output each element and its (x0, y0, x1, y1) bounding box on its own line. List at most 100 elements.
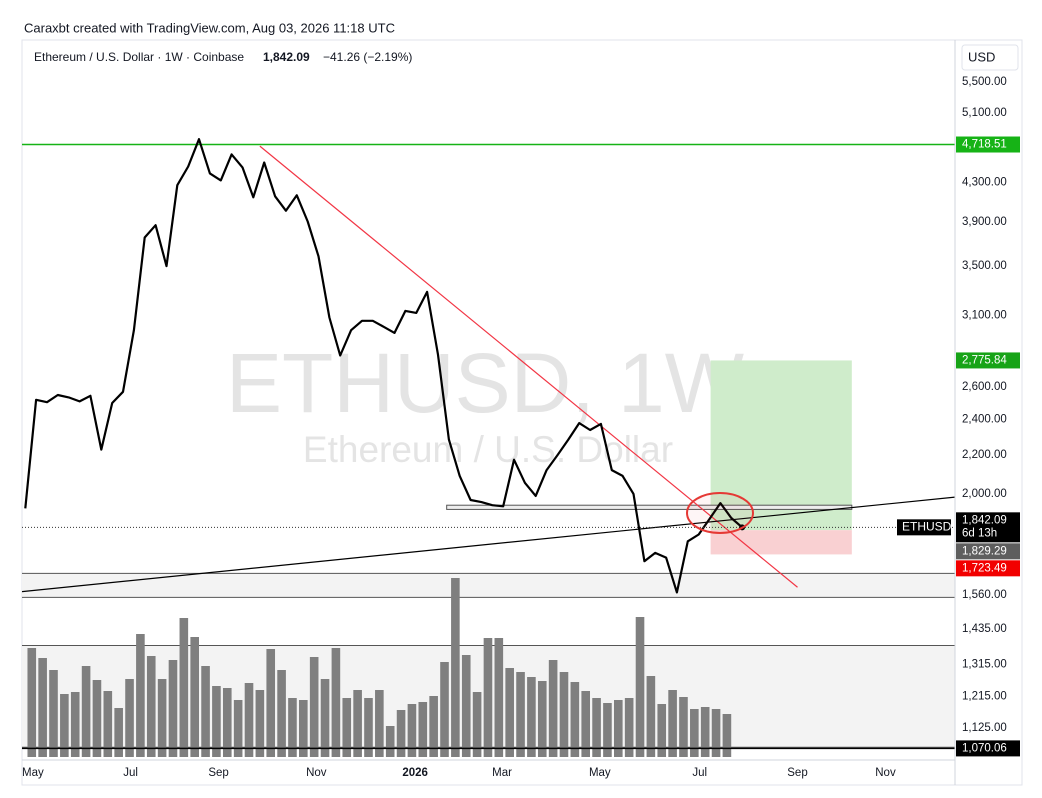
volume-bar (516, 672, 525, 757)
y-tick-label: 1,125.00 (962, 722, 1007, 734)
support-box (446, 504, 853, 510)
volume-bar (603, 703, 612, 757)
volume-bar (711, 709, 721, 757)
price-label-box (956, 740, 1020, 757)
y-tick-label: 3,900.00 (962, 216, 1007, 228)
volume-bar (548, 660, 558, 757)
volume-bar (212, 686, 221, 757)
volume-bar (146, 656, 156, 757)
volume-bar (266, 649, 276, 757)
legend-symbol: Ethereum / U.S. Dollar · 1W · Coinbase (34, 50, 244, 64)
volume-bar (277, 670, 286, 757)
currency-box[interactable] (961, 44, 1019, 71)
y-tick-label: 2,200.00 (962, 449, 1007, 461)
x-tick-label: May (589, 767, 611, 779)
x-tick-label: Jul (692, 767, 707, 779)
volume-bar (646, 676, 656, 757)
volume-bar (168, 660, 178, 757)
volume-bar (364, 698, 373, 757)
volume-bar (190, 637, 199, 757)
volume-bar (418, 702, 428, 757)
volume-bar (320, 679, 330, 757)
volume-bar (299, 700, 308, 757)
volume-bar (527, 677, 536, 757)
frame (21, 39, 1023, 786)
volume-bar (288, 698, 297, 757)
price-label-box (956, 543, 1020, 560)
y-tick-label: 1,215.00 (962, 691, 1007, 703)
target-zone (710, 360, 852, 531)
price-label-box (956, 512, 1020, 543)
price-label: 1,842.09 (962, 514, 1007, 526)
stop-zone (710, 530, 852, 555)
volume-bar (440, 662, 449, 757)
volume-bar (700, 707, 710, 757)
currency: USD (968, 49, 995, 64)
volume-bar (103, 691, 113, 757)
volume-bar (722, 714, 732, 757)
volume-bar (309, 657, 319, 757)
volume-bar (668, 690, 677, 757)
x-tick-label: Sep (787, 767, 807, 779)
plot: ETHUSD (21, 138, 956, 757)
volume-bar (179, 618, 189, 757)
volume-bar (581, 691, 591, 757)
volume-bar (244, 683, 254, 757)
price-label-box (956, 352, 1020, 369)
y-tick-label: 5,500.00 (962, 76, 1007, 88)
volume-bar (136, 634, 145, 757)
y-tick-label: 1,315.00 (962, 659, 1007, 671)
volume-bar (690, 709, 699, 757)
volume-bar (472, 692, 482, 757)
trendline (21, 496, 956, 593)
trendline (259, 145, 798, 588)
y-tick-label: 2,400.00 (962, 414, 1007, 426)
symbol-tag (897, 519, 951, 536)
symbol-tag-label: ETHUSD (902, 520, 952, 534)
volume-bar (613, 700, 623, 757)
y-tick-label: 1,560.00 (962, 589, 1007, 601)
volume-bar (114, 708, 123, 757)
volume-bar (201, 666, 210, 757)
volume-bar (331, 648, 341, 757)
volume-bar (375, 690, 384, 757)
y-tick-label: 5,100.00 (962, 107, 1007, 119)
price-label: 1,723.49 (962, 562, 1007, 574)
legend-price: 1,842.09 (263, 50, 310, 64)
volume-bar (38, 658, 47, 757)
volume-bar (157, 679, 167, 757)
price-line (24, 138, 743, 594)
volume-bar (429, 696, 438, 757)
volume-bar (81, 666, 91, 757)
volume-bar (635, 617, 645, 757)
watermark-sub: Ethereum / U.S. Dollar (303, 429, 673, 470)
watermark: ETHUSD, 1W (226, 336, 744, 430)
volume-bar (483, 638, 493, 757)
highlight-circle (686, 492, 754, 534)
x-tick-label: May (22, 767, 44, 779)
y-tick-label: 2,000.00 (962, 488, 1007, 500)
volume-bar (222, 688, 232, 757)
volume-bar (385, 726, 395, 757)
y-tick-label: 2,600.00 (962, 381, 1007, 393)
price-label: 4,718.51 (962, 139, 1007, 151)
volume-bar (570, 682, 580, 757)
volume-bar (679, 697, 688, 757)
x-tick-label: 2026 (402, 767, 428, 779)
volume-bar (624, 698, 634, 757)
volume-bar (505, 668, 514, 757)
volume-bar (494, 638, 504, 757)
price-label-box (956, 560, 1020, 577)
volume-bar (70, 692, 80, 757)
volume-bar (125, 679, 134, 757)
price-label: 2,775.84 (962, 354, 1007, 366)
x-tick-label: Jul (123, 767, 138, 779)
x-tick-label: Nov (306, 767, 327, 779)
volume-bar (255, 690, 265, 757)
volume-bar (233, 700, 243, 757)
y-tick-label: 3,500.00 (962, 260, 1007, 272)
price-label: 1,829.29 (962, 545, 1007, 557)
price-label: 6d 13h (962, 527, 997, 539)
volume-bar (559, 672, 569, 757)
